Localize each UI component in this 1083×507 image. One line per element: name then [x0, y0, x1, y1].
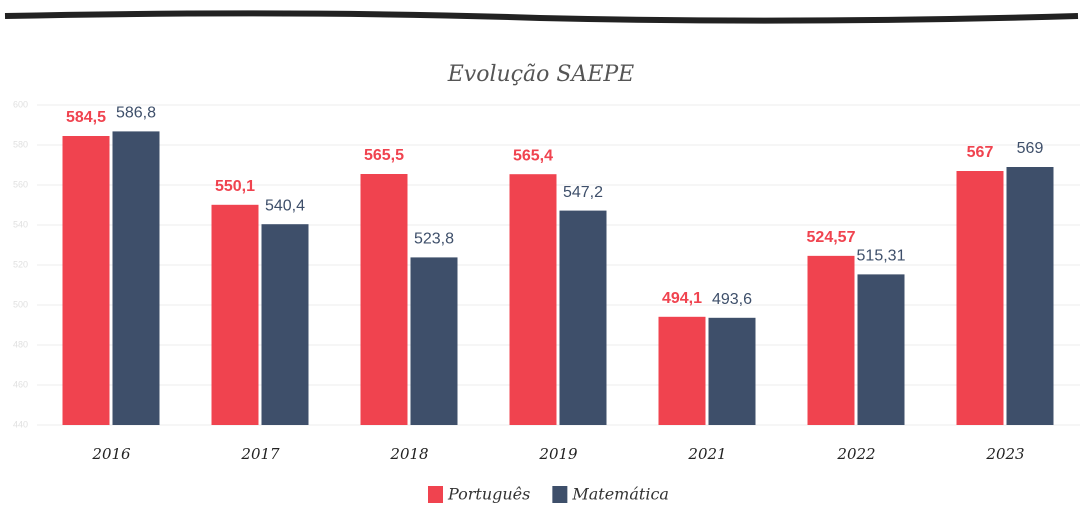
legend-swatch [428, 486, 443, 503]
x-tick-label: 2018 [389, 445, 428, 463]
bar [956, 171, 1004, 425]
bar [559, 210, 607, 425]
x-tick-label: 2016 [91, 445, 131, 463]
value-label: 586,8 [116, 105, 156, 122]
y-tick-label: 580 [13, 139, 28, 149]
value-label: 515,31 [857, 248, 906, 265]
y-tick-label: 460 [13, 379, 28, 389]
bar [857, 274, 905, 425]
x-tick-label: 2023 [985, 445, 1024, 463]
legend-label: Matemática [571, 485, 669, 504]
bar [807, 255, 855, 425]
bar [509, 174, 557, 425]
bar [708, 317, 756, 425]
value-label: 565,5 [364, 147, 404, 164]
y-tick-label: 600 [13, 99, 28, 109]
y-tick-label: 480 [13, 339, 28, 349]
value-label: 540,4 [265, 197, 305, 214]
value-label: 550,1 [215, 178, 255, 195]
bar [658, 316, 706, 425]
bar [261, 224, 309, 425]
x-tick-label: 2022 [836, 445, 875, 463]
y-tick-label: 500 [13, 299, 28, 309]
bar [360, 174, 408, 425]
value-label: 493,6 [712, 291, 752, 308]
legend-label: Português [447, 485, 530, 504]
value-label: 494,1 [662, 290, 702, 307]
value-label: 567 [967, 144, 994, 161]
bar [211, 204, 259, 425]
x-tick-label: 2017 [240, 445, 280, 463]
y-tick-label: 440 [13, 419, 28, 429]
bar [112, 131, 160, 425]
legend-swatch [552, 486, 568, 503]
value-label: 524,57 [807, 229, 856, 246]
bar [410, 257, 458, 425]
value-label: 584,5 [66, 109, 106, 126]
value-label: 547,2 [563, 184, 603, 201]
x-tick-label: 2021 [687, 445, 726, 463]
chart-title: Evolução SAEPE [447, 62, 635, 87]
y-tick-label: 560 [13, 179, 28, 189]
bar [1006, 167, 1054, 425]
y-tick-label: 520 [13, 259, 28, 269]
value-label: 523,8 [414, 231, 454, 248]
value-label: 565,4 [513, 147, 553, 164]
y-tick-label: 540 [13, 219, 28, 229]
x-tick-label: 2019 [538, 445, 578, 463]
bar [62, 136, 110, 425]
top-brush-line [4, 10, 1079, 24]
value-label: 569 [1017, 140, 1044, 157]
